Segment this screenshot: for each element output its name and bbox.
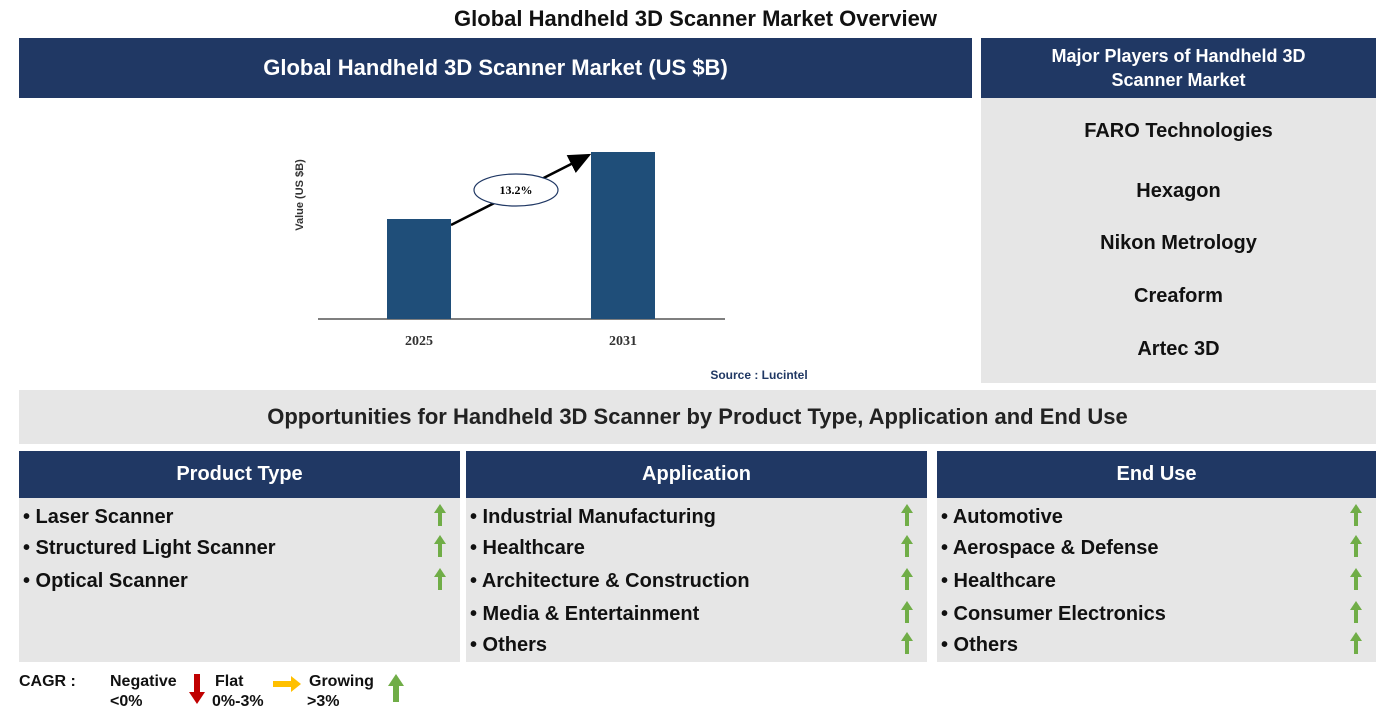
column-item: • Others [470,634,548,656]
up-arrow [1350,504,1362,526]
down-arrow [189,674,205,704]
player: Nikon Metrology [1100,232,1257,254]
up-arrow-shape [434,504,446,526]
up-arrow-shape [901,601,913,623]
page-title: Global Handheld 3D Scanner Market Overvi… [454,6,937,31]
up-arrow-shape [901,535,913,557]
legend-growing-range: >3% [307,693,340,710]
up-arrow-shape [1350,535,1362,557]
opportunities-title: Opportunities for Handheld 3D Scanner by… [19,390,1376,444]
column-item: • Healthcare [470,537,585,559]
column-item: • Media & Entertainment [470,603,700,625]
column-item: • Others [941,634,1019,656]
players-panel: FARO Technologies Hexagon Nikon Metrology C… [981,98,1376,383]
up-arrow-shape [901,504,913,526]
up-arrow-shape [901,632,913,654]
y-axis-label: Value (US $B) [294,159,306,231]
x-tick-label: 2025 [405,334,433,349]
players-header: Major Players of Handheld 3D Scanner Mar… [981,38,1376,98]
column-header: Application [466,451,927,498]
column-item: • Healthcare [941,570,1056,592]
column-body [19,498,460,662]
column-item: • Consumer Electronics [941,603,1166,625]
up-arrow [1350,632,1362,654]
up-arrow [901,568,913,590]
up-arrow-shape [901,568,913,590]
up-arrow [901,504,913,526]
up-arrow [388,674,404,702]
up-arrow-shape [1350,601,1362,623]
player: Artec 3D [1137,338,1220,360]
legend-flat-range: 0%-3% [212,693,264,710]
column-header: Product Type [19,451,460,498]
up-arrow [901,535,913,557]
up-arrow [901,601,913,623]
column-item: • Industrial Manufacturing [470,506,716,528]
up-arrow-shape [434,535,446,557]
up-arrow [434,504,446,526]
up-arrow-shape [1350,504,1362,526]
up-arrow [434,535,446,557]
legend-negative: Negative [110,673,177,690]
legend-flat: Flat [215,673,244,690]
player: Hexagon [1136,180,1221,202]
up-arrow [434,568,446,590]
chart: Value (US $B) 13.2% Source : Lucintel 20… [294,152,808,382]
column-body [937,498,1376,662]
chart-header: Global Handheld 3D Scanner Market (US $B… [19,38,972,98]
cagr-bubble [473,173,559,207]
column-item: • Laser Scanner [23,506,174,528]
up-arrow-shape [1350,632,1362,654]
up-arrow-shape [1350,568,1362,590]
bar [387,219,451,319]
column-item: • Optical Scanner [23,570,188,592]
up-arrow [1350,568,1362,590]
x-tick-label: 2031 [609,334,637,349]
source: Source : Lucintel [710,368,807,382]
up-arrow [1350,601,1362,623]
up-arrow-shape [434,568,446,590]
column-body [466,498,927,662]
cagr-label: 13.2% [500,183,533,197]
column-item: • Architecture & Construction [470,570,750,592]
column-item: • Structured Light Scanner [23,537,276,559]
up-arrow [901,632,913,654]
player: Creaform [1134,285,1223,307]
flat-arrow [273,676,301,692]
up-arrow [1350,535,1362,557]
column-item: • Automotive [941,506,1063,528]
bar [591,152,655,319]
player: FARO Technologies [1084,120,1273,142]
legend-label: CAGR : [19,673,76,690]
legend-negative-range: <0% [110,693,143,710]
column-item: • Aerospace & Defense [941,537,1159,559]
legend-growing: Growing [309,673,374,690]
column-header: End Use [937,451,1376,498]
